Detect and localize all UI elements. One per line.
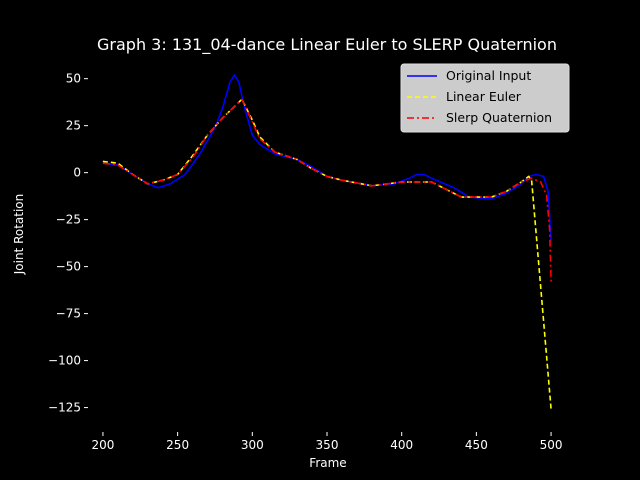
legend-box [400, 63, 570, 133]
x-tick-label: 400 [390, 438, 413, 452]
y-tick-label: 0 [73, 166, 81, 180]
y-tick-label: −50 [56, 260, 81, 274]
series-line-original-input [102, 74, 552, 243]
y-tick-label: 50 [66, 72, 81, 86]
x-tick-label: 300 [241, 438, 264, 452]
x-axis: 200 250 300 350 400 450 500 [91, 432, 563, 452]
y-tick-label: −25 [56, 213, 81, 227]
chart-title: Graph 3: 131_04-dance Linear Euler to SL… [97, 35, 557, 55]
y-tick-label: −75 [56, 307, 81, 321]
legend: Original Input Linear Euler Slerp Quaterni… [400, 63, 570, 133]
x-tick-label: 350 [316, 438, 339, 452]
x-tick-label: 500 [540, 438, 563, 452]
legend-label: Original Input [446, 68, 531, 83]
y-tick-label: 25 [66, 119, 81, 133]
x-tick-label: 200 [91, 438, 114, 452]
series-line-linear-euler [102, 98, 552, 410]
x-tick-label: 450 [465, 438, 488, 452]
legend-label: Slerp Quaternion [446, 110, 552, 125]
y-tick-label: −125 [48, 401, 81, 415]
series-line-slerp-quaternion [102, 98, 552, 282]
x-tick-label: 250 [166, 438, 189, 452]
x-axis-label: Frame [309, 456, 346, 470]
y-tick-label: −100 [48, 354, 81, 368]
legend-label: Linear Euler [446, 89, 522, 104]
y-axis: 50 25 0 −25 −50 −75 −100 −125 [48, 72, 88, 415]
y-axis-label: Joint Rotation [12, 194, 26, 276]
plot-area [102, 74, 552, 410]
